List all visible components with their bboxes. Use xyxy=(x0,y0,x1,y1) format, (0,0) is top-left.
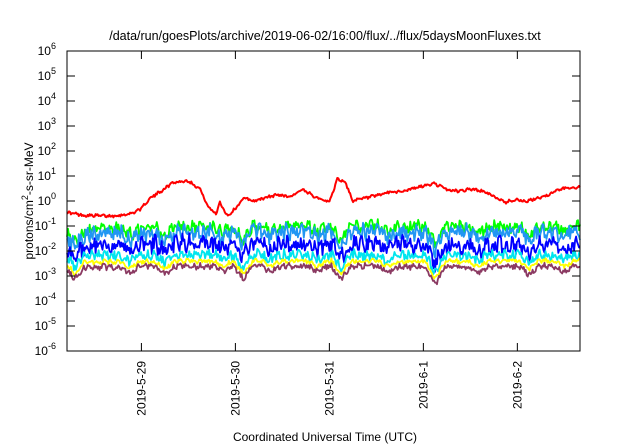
x-tick-label: 2019-6-2 xyxy=(510,361,524,409)
series-line xyxy=(66,247,581,276)
y-tick-exponent: -4 xyxy=(48,291,56,301)
series-line xyxy=(66,177,581,219)
y-tick-base: 10 xyxy=(38,194,52,208)
y-tick-base: 10 xyxy=(35,219,49,233)
y-tick-label: 10-1 xyxy=(35,216,56,233)
series-line xyxy=(66,262,581,286)
y-tick-base: 10 xyxy=(38,169,52,183)
series-line xyxy=(66,221,581,259)
y-tick-base: 10 xyxy=(38,144,52,158)
y-tick-label: 102 xyxy=(38,141,56,158)
y-tick-exponent: -5 xyxy=(48,316,56,326)
y-tick-exponent: 4 xyxy=(51,91,56,101)
y-tick-base: 10 xyxy=(35,244,49,258)
y-tick-base: 10 xyxy=(38,94,52,108)
series-line xyxy=(66,218,581,249)
y-tick-exponent: 1 xyxy=(51,166,56,176)
y-tick-exponent: 5 xyxy=(51,66,56,76)
y-tick-label: 101 xyxy=(38,166,56,183)
y-tick-exponent: -3 xyxy=(48,266,56,276)
y-tick-base: 10 xyxy=(35,269,49,283)
series-layer xyxy=(66,177,581,286)
y-tick-exponent: -1 xyxy=(48,216,56,226)
y-tick-label: 10-4 xyxy=(35,291,56,308)
y-tick-label: 10-3 xyxy=(35,266,56,283)
y-tick-label: 104 xyxy=(38,91,56,108)
y-tick-label: 10-2 xyxy=(35,241,56,258)
y-tick-label: 105 xyxy=(38,66,56,83)
y-tick-base: 10 xyxy=(38,44,52,58)
y-axis-label-sup: 2 xyxy=(20,195,30,200)
y-tick-exponent: 2 xyxy=(51,141,56,151)
x-tick-label: 2019-6-1 xyxy=(416,361,430,409)
y-tick-base: 10 xyxy=(38,69,52,83)
y-tick-label: 100 xyxy=(38,191,56,208)
y-tick-base: 10 xyxy=(35,294,49,308)
x-tick-label: 2019-5-29 xyxy=(134,361,148,416)
tick-layer: 10-610-510-410-310-210-11001011021031041… xyxy=(35,41,580,416)
y-tick-label: 10-6 xyxy=(35,341,56,358)
y-tick-exponent: -6 xyxy=(48,341,56,351)
x-axis-label: Coordinated Universal Time (UTC) xyxy=(233,430,417,444)
series-line xyxy=(66,232,581,273)
y-tick-exponent: 3 xyxy=(51,116,56,126)
x-tick-label: 2019-5-31 xyxy=(322,361,336,416)
y-tick-label: 10-5 xyxy=(35,316,56,333)
x-tick-label: 2019-5-30 xyxy=(228,361,242,416)
chart-title: /data/run/goesPlots/archive/2019-06-02/1… xyxy=(109,29,541,43)
y-tick-base: 10 xyxy=(38,119,52,133)
y-tick-exponent: 0 xyxy=(51,191,56,201)
y-axis-label: protons/cm2-s-sr-MeV xyxy=(20,142,36,259)
y-tick-base: 10 xyxy=(35,319,49,333)
y-tick-label: 106 xyxy=(38,41,56,58)
y-tick-exponent: -2 xyxy=(48,241,56,251)
y-axis-label-prefix: protons/cm xyxy=(22,200,36,259)
y-tick-label: 103 xyxy=(38,116,56,133)
y-tick-exponent: 6 xyxy=(51,41,56,51)
series-line xyxy=(67,257,581,280)
y-tick-base: 10 xyxy=(35,344,49,358)
y-axis-label-suffix: -s-sr-MeV xyxy=(22,142,36,195)
